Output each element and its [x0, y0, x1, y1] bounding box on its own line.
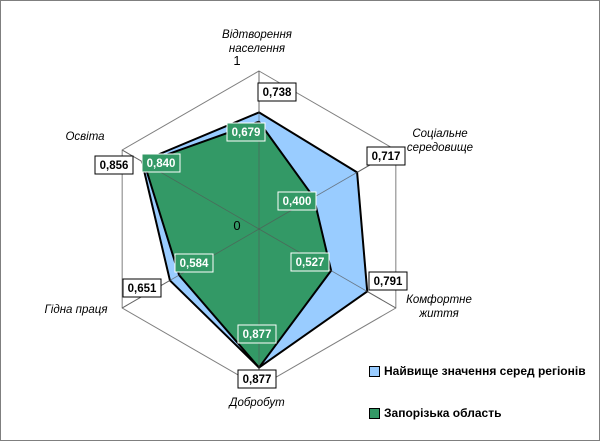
data-label-box [226, 122, 266, 142]
legend-label-highest: Найвище значення серед регіонів [384, 364, 586, 378]
axis-label-1: Соціальне середовище [407, 128, 473, 154]
axis-label-0: Відтворення населення [222, 29, 292, 55]
data-label-box [290, 252, 330, 272]
data-label-zaporizhzhia-2: 0,527 [296, 257, 325, 269]
tick-label-0: 0 [233, 218, 240, 233]
data-label-highest-0: 0,738 [263, 87, 292, 99]
data-label-zaporizhzhia-5: 0,840 [147, 158, 176, 170]
axis-label-line: середовище [407, 142, 473, 154]
axis-label-line: Гідна праця [45, 304, 108, 316]
legend-swatch-zaporizhzhia [369, 408, 380, 419]
axis-label-4: Гідна праця [45, 304, 108, 316]
legend-item-zaporizhzhia: Запорізька область [369, 405, 594, 423]
legend-label-zaporizhzhia: Запорізька область [384, 406, 502, 420]
data-label-highest-3: 0,877 [243, 374, 272, 386]
data-label-zaporizhzhia-1: 0,400 [283, 196, 312, 208]
axis-label-3: Добробут [227, 397, 285, 409]
axis-label-5: Освіта [65, 131, 104, 143]
axis-label-line: Комфортне [406, 294, 472, 306]
axis-label-line: Відтворення [222, 29, 292, 41]
data-label-box [277, 191, 317, 211]
legend-item-highest: Найвище значення серед регіонів [369, 363, 594, 381]
axis-label-line: населення [229, 43, 285, 55]
data-label-zaporizhzhia-4: 0,584 [180, 258, 209, 270]
axis-label-line: Освіта [65, 131, 104, 143]
data-label-box [94, 155, 134, 175]
data-label-box [237, 324, 277, 344]
data-label-box [237, 369, 277, 389]
axis-label-line: життя [418, 308, 458, 320]
axis-label-line: Добробут [227, 397, 285, 409]
data-label-zaporizhzhia-0: 0,679 [232, 127, 261, 139]
data-label-highest-2: 0,791 [374, 276, 403, 288]
data-label-box [366, 146, 406, 166]
axis-label-2: Комфортне життя [406, 294, 472, 320]
tick-label-1: 1 [233, 53, 240, 68]
data-label-box [141, 153, 181, 173]
data-label-zaporizhzhia-3: 0,877 [243, 329, 272, 341]
axis-label-line: Соціальне [412, 128, 467, 140]
data-label-highest-5: 0,856 [100, 160, 129, 172]
data-label-box [257, 82, 297, 102]
data-label-highest-1: 0,717 [372, 151, 401, 163]
legend-swatch-highest [369, 366, 380, 377]
data-label-box [122, 278, 162, 298]
data-label-box [174, 253, 214, 273]
legend: Найвище значення серед регіонів Запорізь… [369, 363, 594, 447]
data-label-highest-4: 0,651 [128, 283, 157, 295]
data-label-box [368, 271, 408, 291]
